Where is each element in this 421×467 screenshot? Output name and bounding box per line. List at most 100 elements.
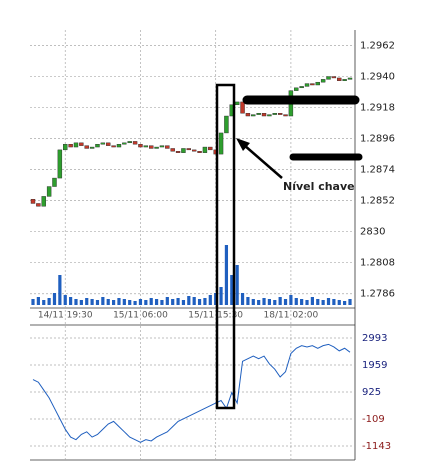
volume-bar — [106, 299, 110, 305]
candle — [79, 142, 84, 146]
candle — [41, 196, 46, 207]
candle — [165, 145, 170, 149]
candle — [138, 144, 143, 148]
volume-bar — [95, 300, 100, 305]
candle — [132, 141, 138, 145]
volume-bar — [165, 297, 169, 305]
x-tick-label: 18/11 02:00 — [264, 311, 319, 321]
volume-bar — [47, 298, 51, 305]
volume-bar — [144, 300, 148, 305]
volume-bar — [332, 299, 336, 305]
volume-bar — [187, 296, 191, 305]
volume-bar — [230, 275, 234, 305]
candle — [30, 199, 36, 204]
candle — [224, 115, 229, 134]
volume-bar — [203, 298, 207, 305]
candle — [277, 113, 283, 115]
candle — [122, 142, 127, 145]
volume-bar — [52, 293, 57, 305]
x-tick-label: 15/11 06:00 — [113, 311, 168, 321]
volume-bar — [36, 297, 40, 305]
candle — [326, 76, 331, 80]
candle — [116, 144, 122, 148]
y-tick-label: 1.2918 — [360, 103, 395, 114]
y-tick-label: 1.2940 — [360, 72, 395, 83]
candle — [170, 148, 175, 152]
volume-bar — [138, 299, 143, 305]
y-tick-label: 1.2874 — [360, 165, 395, 176]
arrow-head — [236, 138, 250, 151]
candle — [208, 146, 213, 151]
volume-bar — [171, 299, 175, 305]
volume-bar — [42, 300, 46, 305]
candle — [36, 203, 41, 207]
candle — [100, 142, 106, 145]
candle — [52, 177, 57, 187]
candle — [272, 113, 277, 115]
volume-bar — [257, 300, 261, 305]
candle — [320, 79, 326, 83]
candle — [68, 144, 73, 148]
volume-bar — [273, 300, 277, 305]
indicator-tick-label: -1143 — [362, 441, 391, 452]
candle — [251, 114, 256, 117]
candle — [315, 81, 320, 86]
volume-bar — [283, 299, 288, 305]
volume-bar — [117, 298, 121, 305]
volume-bar — [251, 299, 255, 305]
volume-bar — [90, 299, 94, 305]
volume-bar — [262, 298, 266, 305]
volume-bar — [246, 297, 250, 305]
volume-bar — [79, 300, 83, 305]
volume-bar — [214, 293, 218, 305]
indicator-line — [32, 343, 351, 443]
candle — [310, 83, 315, 86]
volume-bar — [337, 300, 341, 305]
volume-bar — [58, 275, 62, 305]
volume-bar — [278, 297, 282, 305]
candle — [294, 87, 299, 91]
candle — [63, 144, 68, 151]
candle — [304, 83, 310, 87]
volume-bar — [343, 301, 347, 305]
volume-bar — [224, 245, 229, 305]
candle — [84, 145, 89, 149]
volume-bar — [326, 298, 331, 305]
candle — [111, 145, 116, 148]
candle — [261, 113, 267, 117]
candle — [342, 79, 347, 81]
volume-bar — [160, 300, 164, 305]
candle — [245, 113, 251, 117]
candle — [95, 144, 100, 148]
volume-bar — [122, 299, 126, 305]
y-tick-label: 1.2896 — [360, 134, 395, 145]
candle — [159, 145, 165, 148]
candle — [234, 101, 240, 105]
candle — [73, 142, 79, 148]
marks: 1.2962 1.2940 1.2918 1.2896 1.2874 1.2852 2830… — [30, 30, 395, 460]
volume-bar — [219, 287, 223, 305]
candle — [347, 77, 353, 80]
candle — [46, 186, 52, 197]
volume-bar — [294, 298, 298, 305]
candle — [175, 151, 181, 153]
indicator-tick-label: 2993 — [362, 333, 387, 344]
indicator-tick-label: 1959 — [362, 360, 387, 371]
y-tick-label: 1.2808 — [360, 258, 395, 269]
candle — [197, 151, 202, 153]
volume-bar — [321, 300, 325, 305]
volume-bar — [85, 298, 89, 305]
y-tick-label: 1.2962 — [360, 41, 395, 52]
volume-bar — [181, 300, 186, 305]
volume-bar — [300, 299, 304, 305]
volume-bar — [154, 299, 159, 305]
y-tick-label: 1.2852 — [360, 196, 395, 207]
volume-bar — [316, 299, 320, 305]
candle — [267, 114, 272, 117]
x-tick-label: 14/11 19:30 — [38, 311, 93, 321]
volume-bar — [74, 299, 78, 305]
volume-bar — [289, 295, 293, 305]
volume-bar — [267, 299, 272, 305]
candle — [181, 148, 186, 153]
volume-bar — [305, 300, 309, 305]
